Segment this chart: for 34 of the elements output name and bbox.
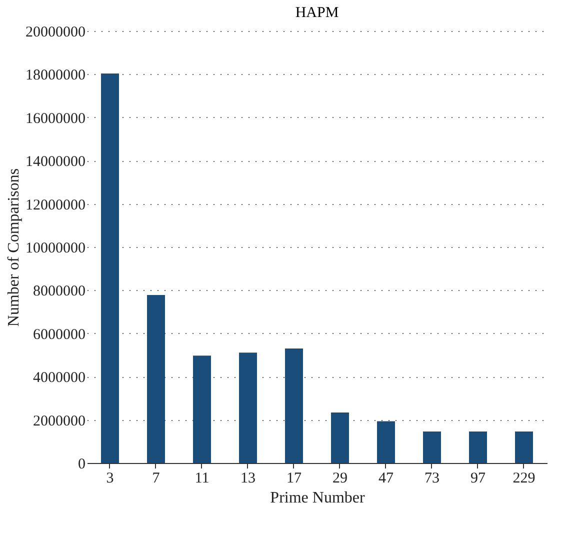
x-tick-label: 29 <box>332 470 348 486</box>
y-tick-label: 20000000 <box>26 24 86 40</box>
bar <box>193 356 211 463</box>
bar <box>101 74 119 463</box>
bar <box>147 294 165 463</box>
x-tick-label: 17 <box>286 470 302 486</box>
x-tick-label: 47 <box>378 470 394 486</box>
bar <box>285 348 303 463</box>
y-tick-label: 10000000 <box>26 240 86 256</box>
bar <box>469 431 487 463</box>
y-tick-label: 18000000 <box>26 68 86 84</box>
y-tick-label: 0 <box>78 456 86 472</box>
bar <box>331 412 349 463</box>
chart-title: HAPM <box>295 5 339 21</box>
x-axis-title: Prime Number <box>270 490 366 506</box>
y-tick-label: 4000000 <box>33 370 86 386</box>
x-tick-label: 97 <box>470 470 486 486</box>
x-tick-label: 3 <box>106 470 114 486</box>
bar <box>377 421 395 463</box>
y-tick-label: 8000000 <box>33 284 86 300</box>
bar <box>423 431 441 463</box>
bar <box>515 431 533 463</box>
y-tick-label: 12000000 <box>26 197 86 214</box>
y-tick-label: 2000000 <box>33 413 86 430</box>
x-tick-label: 11 <box>194 470 210 486</box>
bar <box>239 352 257 463</box>
y-axis-title: Number of Comparisons <box>6 168 22 327</box>
y-tick-label: 14000000 <box>26 154 86 170</box>
x-tick-label: 7 <box>152 470 160 486</box>
x-tick-label: 13 <box>240 470 256 486</box>
x-tick-label: 73 <box>424 470 440 486</box>
x-tick-label: 229 <box>512 470 536 486</box>
y-tick-label: 16000000 <box>26 110 86 127</box>
y-tick-label: 6000000 <box>33 326 86 343</box>
